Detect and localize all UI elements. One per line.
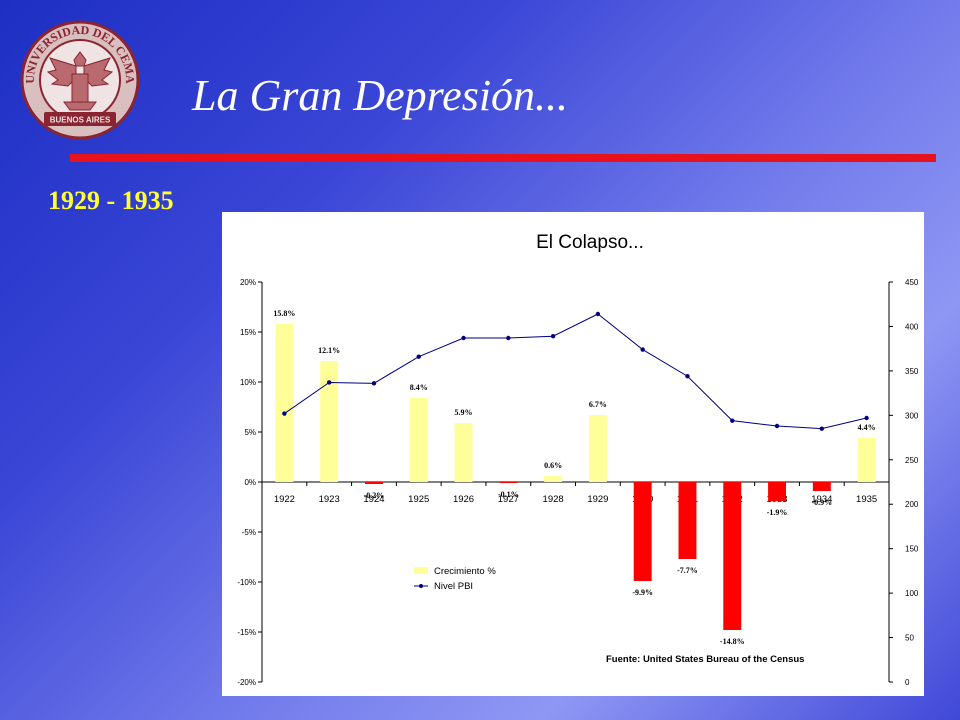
y-right-tick-label: 400	[905, 322, 919, 331]
bar-crecimiento	[320, 361, 339, 482]
y-left-tick-label: 10%	[240, 378, 256, 387]
nivel-pbi-point	[730, 418, 735, 423]
nivel-pbi-point	[461, 335, 466, 341]
bar-crecimiento	[678, 482, 697, 559]
bar-data-label: -0.1%	[498, 490, 519, 499]
y-left-tick-label: 20%	[240, 278, 256, 287]
nivel-pbi-point	[640, 347, 645, 352]
bar-crecimiento	[365, 482, 383, 484]
x-tick-label: 1934	[811, 494, 832, 505]
bar-crecimiento	[544, 476, 563, 482]
y-left-tick-label: 0%	[244, 478, 256, 487]
bar-data-label: 12.1%	[318, 346, 340, 355]
bar-data-label: 15.8%	[273, 309, 295, 318]
nivel-pbi-point	[506, 335, 511, 341]
legend-label-pbi: Nivel PBI	[434, 581, 473, 592]
bar-data-label: 5.9%	[455, 408, 473, 417]
chart-source-note: Fuente: United States Bureau of the Cens…	[606, 654, 804, 665]
x-tick-label: 1928	[543, 494, 564, 505]
slide-title: La Gran Depresión...	[192, 71, 569, 120]
bar-crecimiento	[275, 324, 294, 482]
nivel-pbi-line	[284, 313, 867, 430]
title-divider	[70, 154, 936, 162]
x-tick-label: 1925	[408, 494, 429, 505]
nivel-pbi-point	[685, 374, 690, 379]
y-left-tick-label: -15%	[237, 628, 256, 637]
nivel-pbi-point	[282, 411, 287, 416]
bar-crecimiento	[454, 423, 473, 482]
x-tick-label: 1923	[319, 494, 340, 505]
legend-swatch-crecimiento	[414, 567, 428, 574]
x-tick-label: 1927	[498, 494, 519, 505]
y-right-tick-label: 350	[905, 367, 919, 376]
legend-label-crecimiento: Crecimiento %	[434, 566, 496, 577]
y-left-tick-label: 5%	[244, 428, 256, 437]
y-right-tick-label: 250	[905, 456, 919, 465]
y-left-tick-label: -20%	[237, 678, 256, 687]
y-right-tick-label: 50	[905, 634, 914, 643]
x-tick-label: 1929	[587, 494, 608, 505]
y-right-tick-label: 200	[905, 500, 919, 509]
nivel-pbi-point	[864, 415, 869, 421]
y-left-tick-label: 15%	[240, 328, 256, 337]
bar-data-label: 8.4%	[410, 383, 428, 392]
seal-banner-text: BUENOS AIRES	[50, 116, 111, 125]
y-right-tick-label: 300	[905, 411, 919, 420]
y-right-tick-label: 0	[905, 678, 910, 687]
period-label: 1929 - 1935	[48, 186, 174, 215]
nivel-pbi-point	[819, 426, 825, 431]
nivel-pbi-point	[595, 311, 601, 317]
bar-data-label: 4.4%	[858, 423, 876, 432]
x-tick-label: 1926	[453, 494, 474, 505]
bar-data-label: -1.9%	[767, 508, 788, 517]
bar-crecimiento	[812, 482, 831, 491]
bar-crecimiento	[409, 398, 428, 482]
chart-title: El Colapso...	[536, 232, 644, 253]
bar-crecimiento	[857, 438, 876, 482]
y-left-tick-label: -10%	[237, 578, 256, 587]
nivel-pbi-point	[774, 423, 780, 429]
bar-data-label: -14.8%	[720, 637, 745, 646]
bar-crecimiento	[768, 482, 786, 501]
y-right-tick-label: 150	[905, 545, 919, 554]
bar-crecimiento	[633, 482, 652, 581]
x-tick-label: 1924	[363, 494, 384, 505]
bar-data-label: -9.9%	[632, 588, 653, 597]
bar-crecimiento	[723, 482, 742, 630]
x-tick-label: 1935	[856, 494, 877, 505]
nivel-pbi-point	[371, 381, 377, 386]
legend-marker-pbi	[419, 584, 423, 588]
bar-crecimiento	[588, 415, 607, 482]
gdp-collapse-chart: El Colapso... -20% -15% -10% -5% 0% 5% 10% 15% 2…	[237, 232, 919, 687]
chart-panel: El Colapso... -20% -15% -10% -5% 0% 5% 10% 15% 2…	[222, 212, 924, 696]
nivel-pbi-point	[416, 354, 421, 359]
y-right-tick-label: 450	[905, 278, 919, 287]
bar-data-label: -7.7%	[677, 566, 698, 575]
bar-crecimiento	[499, 482, 518, 483]
y-right-tick-label: 100	[905, 589, 919, 598]
nivel-pbi-point	[550, 334, 556, 339]
university-seal-logo: UNIVERSIDAD DEL CEMA BUENOS AIRES	[20, 20, 140, 140]
eagle-emblem-icon	[46, 51, 114, 111]
nivel-pbi-point	[326, 380, 332, 385]
x-tick-label: 1922	[274, 494, 295, 505]
bar-data-label: 0.6%	[544, 461, 562, 470]
bar-data-label: -0.2%	[364, 491, 385, 500]
y-left-tick-label: -5%	[242, 528, 256, 537]
bar-data-label: -0.9%	[811, 498, 832, 507]
bar-data-label: 6.7%	[589, 400, 607, 409]
